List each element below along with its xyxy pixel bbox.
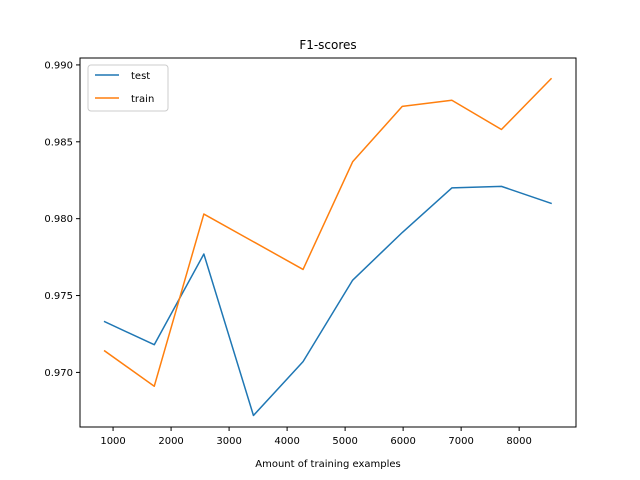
- series-line-train: [103, 77, 553, 388]
- x-tick-label-5: 6000: [390, 436, 415, 447]
- x-tick-label-7: 8000: [506, 436, 531, 447]
- x-tick-label-3: 4000: [274, 436, 299, 447]
- y-tick-label-4: 0.990: [44, 60, 73, 71]
- legend: test train: [87, 64, 169, 112]
- x-tick-label-1: 2000: [158, 436, 183, 447]
- x-tick-label-4: 5000: [332, 436, 357, 447]
- legend-box: [87, 64, 169, 112]
- y-tick-label-1: 0.975: [44, 291, 73, 302]
- y-tick-label-3: 0.985: [44, 137, 73, 148]
- plot-area: [80, 58, 576, 427]
- ticks-layer: 1000 2000 3000 4000 5000 6000 7000 8000 0.970 0.9…: [44, 60, 532, 447]
- legend-label-test: test: [131, 71, 150, 82]
- series-layer: [103, 77, 553, 417]
- plot-frame: [79, 57, 577, 428]
- x-axis-title: Amount of training examples: [255, 459, 400, 470]
- chart-title: F1-scores: [299, 38, 356, 52]
- x-tick-label-6: 7000: [448, 436, 473, 447]
- x-tick-label-0: 1000: [100, 436, 125, 447]
- legend-label-train: train: [131, 94, 154, 105]
- x-tick-label-2: 3000: [216, 436, 241, 447]
- y-tick-label-0: 0.970: [44, 368, 73, 379]
- y-tick-label-2: 0.980: [44, 214, 73, 225]
